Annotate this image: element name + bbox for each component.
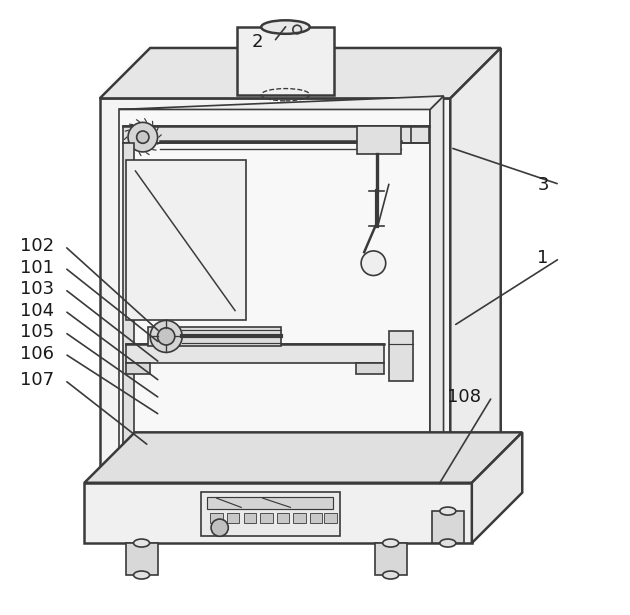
- Polygon shape: [310, 513, 323, 523]
- Text: 101: 101: [20, 258, 54, 277]
- Polygon shape: [123, 143, 134, 465]
- Ellipse shape: [440, 539, 456, 547]
- Ellipse shape: [382, 571, 399, 579]
- Polygon shape: [120, 109, 430, 465]
- Text: 1: 1: [537, 249, 549, 268]
- Polygon shape: [100, 48, 501, 98]
- Polygon shape: [356, 363, 384, 374]
- Ellipse shape: [134, 571, 149, 579]
- Ellipse shape: [134, 539, 149, 547]
- Polygon shape: [277, 513, 289, 523]
- Polygon shape: [432, 511, 464, 543]
- Polygon shape: [472, 432, 522, 543]
- Polygon shape: [237, 27, 334, 95]
- Ellipse shape: [261, 20, 310, 34]
- Circle shape: [158, 328, 175, 345]
- Polygon shape: [123, 126, 430, 143]
- Circle shape: [150, 320, 182, 352]
- Text: 105: 105: [20, 323, 54, 341]
- Circle shape: [128, 122, 158, 152]
- Circle shape: [137, 131, 149, 143]
- Text: 3: 3: [537, 175, 549, 194]
- Polygon shape: [357, 126, 401, 154]
- Polygon shape: [84, 483, 472, 543]
- Polygon shape: [227, 513, 239, 523]
- Polygon shape: [294, 513, 306, 523]
- Text: 104: 104: [20, 301, 54, 320]
- Polygon shape: [125, 160, 246, 320]
- Polygon shape: [125, 363, 150, 374]
- Text: 108: 108: [447, 387, 481, 406]
- Polygon shape: [210, 513, 223, 523]
- Polygon shape: [147, 327, 281, 346]
- Polygon shape: [84, 432, 522, 483]
- Polygon shape: [207, 497, 333, 509]
- Text: 106: 106: [20, 344, 54, 363]
- Ellipse shape: [440, 507, 456, 515]
- Polygon shape: [125, 543, 158, 575]
- Polygon shape: [244, 513, 256, 523]
- Polygon shape: [389, 331, 413, 381]
- Text: 2: 2: [251, 33, 263, 51]
- Text: 102: 102: [20, 237, 54, 255]
- Text: 103: 103: [20, 280, 54, 298]
- Polygon shape: [201, 492, 340, 536]
- Polygon shape: [125, 344, 384, 363]
- Polygon shape: [324, 513, 336, 523]
- Polygon shape: [100, 98, 450, 483]
- Polygon shape: [375, 543, 406, 575]
- Polygon shape: [260, 513, 273, 523]
- Circle shape: [361, 251, 386, 276]
- Polygon shape: [120, 96, 444, 109]
- Text: 107: 107: [20, 371, 54, 389]
- Polygon shape: [450, 48, 501, 483]
- Circle shape: [211, 519, 228, 536]
- Ellipse shape: [382, 539, 399, 547]
- Polygon shape: [430, 96, 444, 465]
